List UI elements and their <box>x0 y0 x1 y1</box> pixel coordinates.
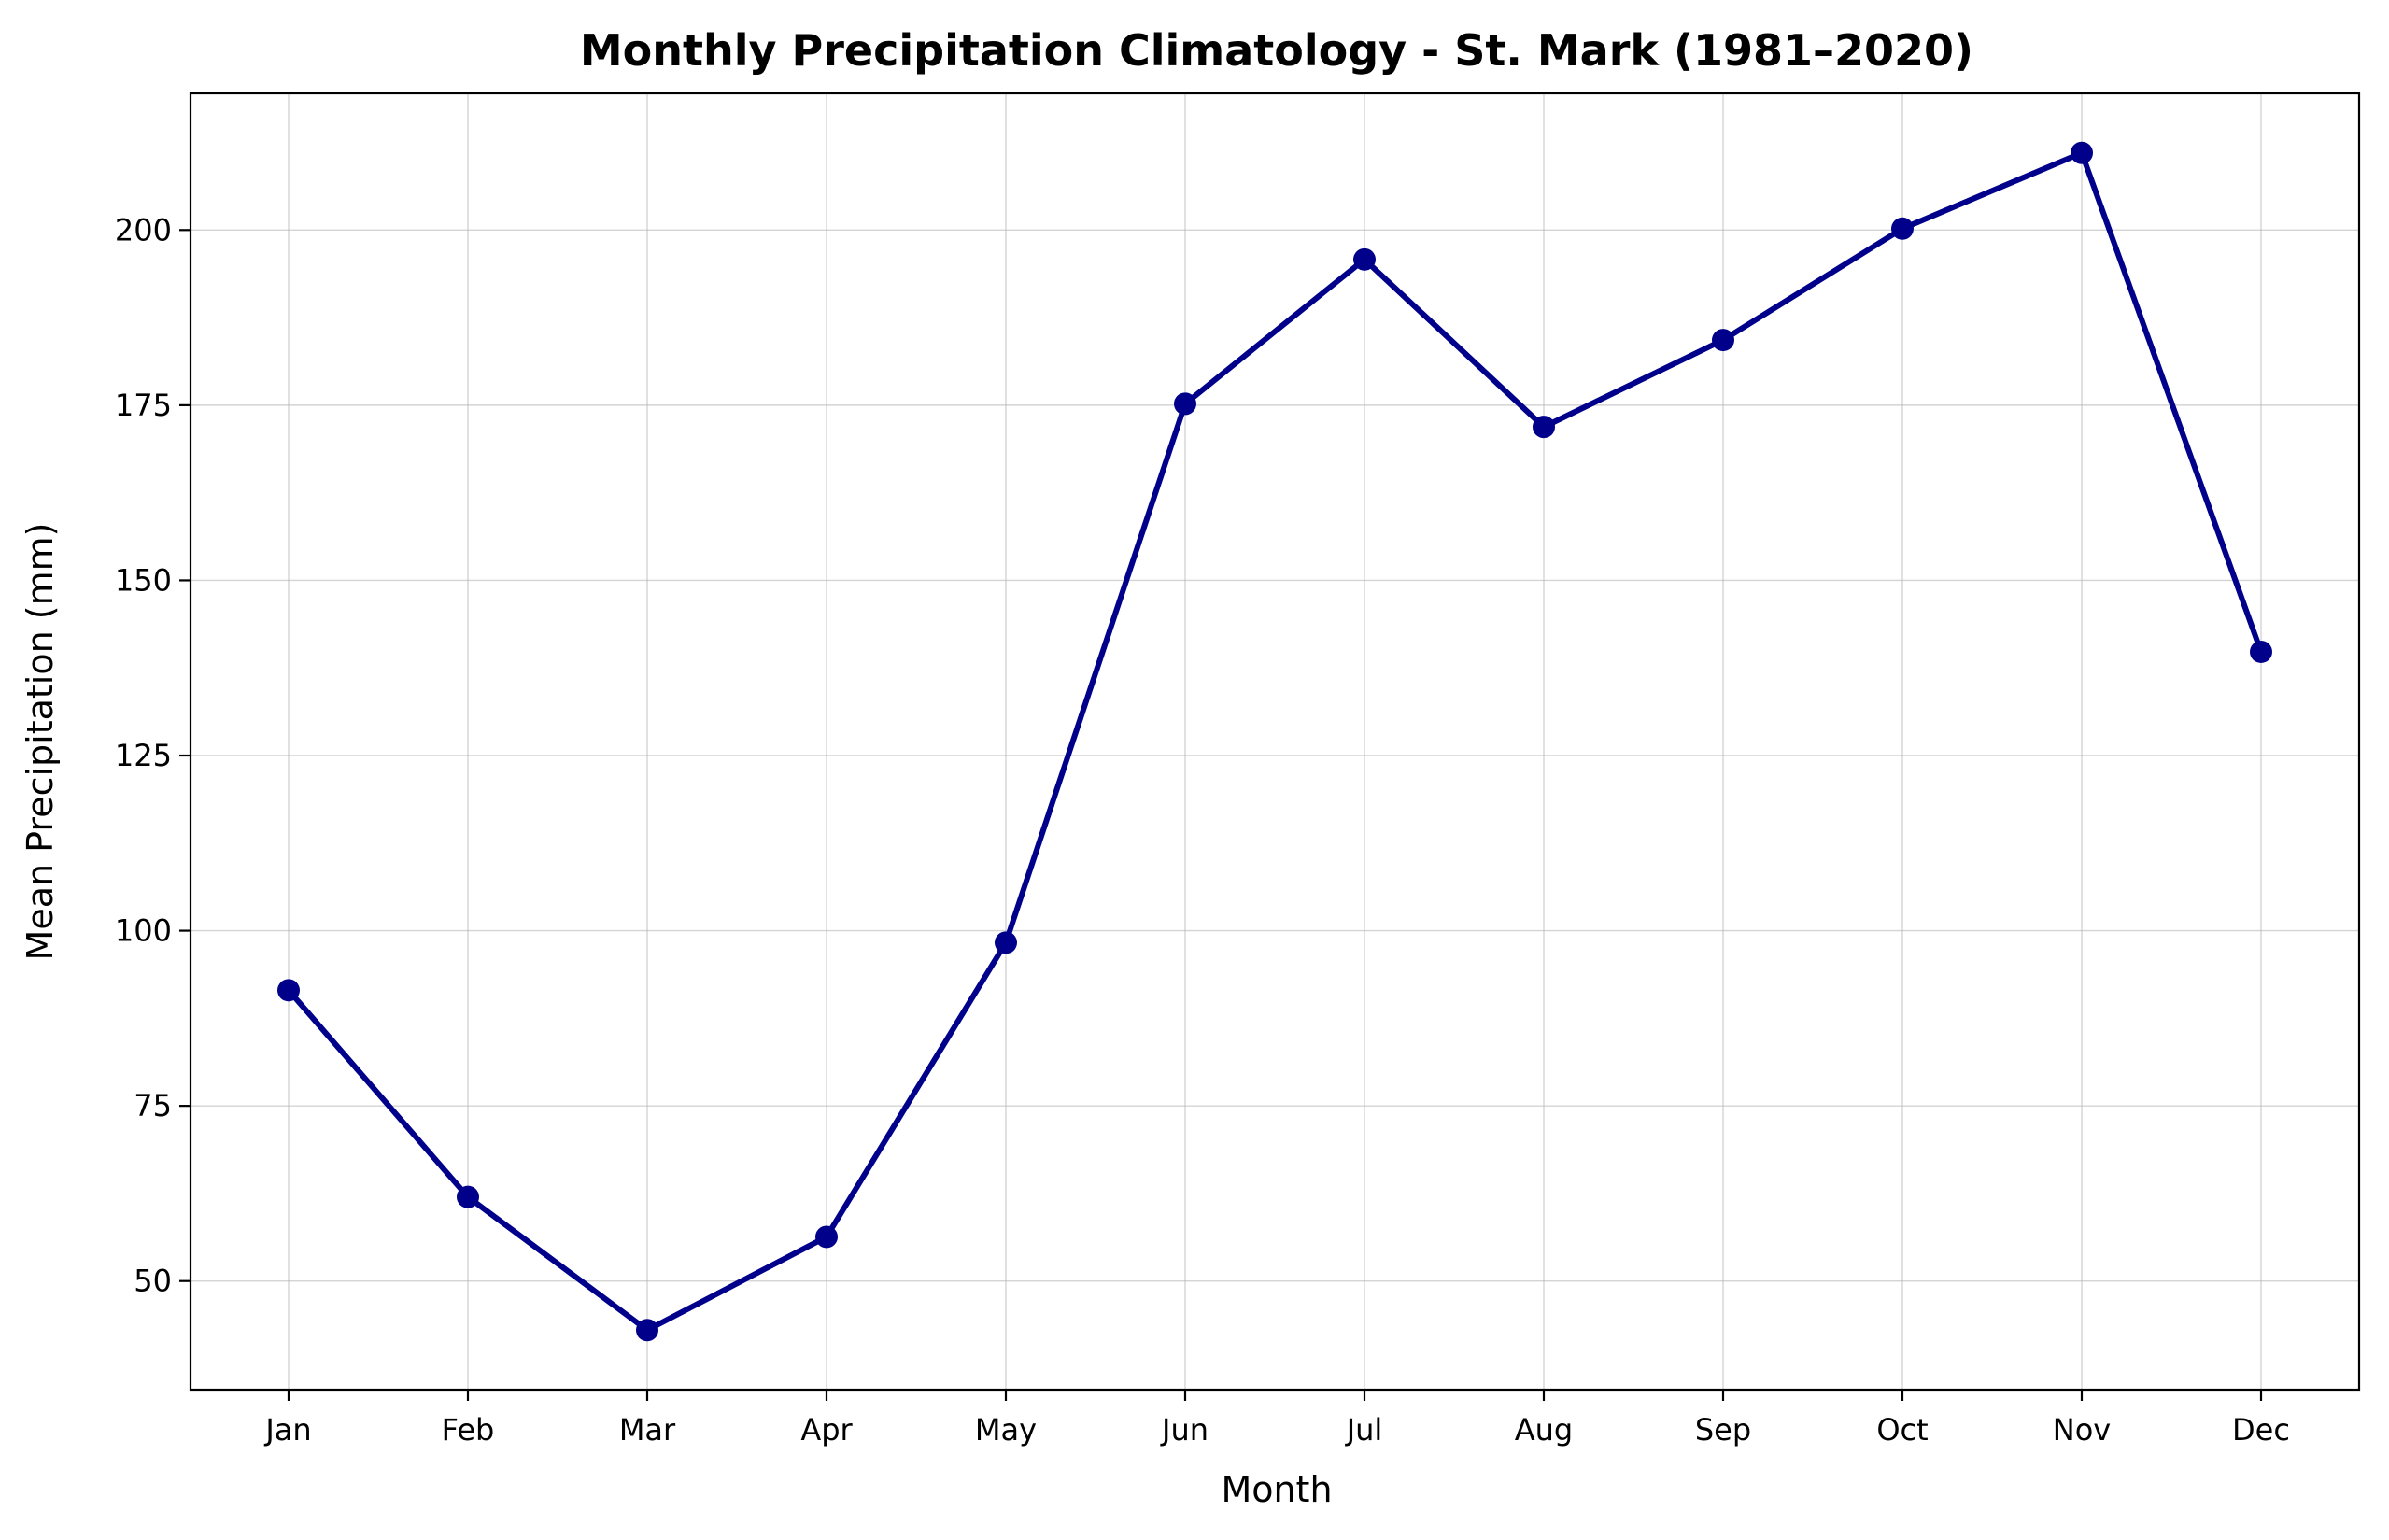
data-point-jan <box>277 979 300 1002</box>
x-tick-label: Dec <box>2232 1412 2290 1448</box>
data-point-nov <box>2071 141 2093 164</box>
x-axis: Jan Feb Mar Apr May Jun Jul Aug Sep Oct Nov Dec <box>263 1390 2290 1448</box>
data-point-apr <box>815 1225 838 1249</box>
data-point-aug <box>1533 416 1555 439</box>
data-point-oct <box>1891 217 1914 240</box>
x-tick-label: Feb <box>442 1412 495 1448</box>
y-tick-label: 125 <box>115 738 172 773</box>
x-tick-label: Jun <box>1160 1412 1209 1448</box>
y-tick-label: 200 <box>115 212 172 247</box>
y-axis-label: Mean Precipitation (mm) <box>20 523 61 961</box>
plot-frame <box>189 92 2361 1392</box>
x-axis-label: Month <box>1221 1469 1332 1510</box>
data-point-feb <box>457 1185 479 1208</box>
grid-lines <box>191 93 2359 1390</box>
data-point-dec <box>2250 640 2272 663</box>
x-tick-label: Aug <box>1515 1412 1573 1448</box>
chart-title: Monthly Precipitation Climatology - St. … <box>580 25 1973 76</box>
series-line <box>286 149 2264 1334</box>
y-tick-label: 75 <box>134 1088 172 1123</box>
x-tick-label: Nov <box>2053 1412 2111 1448</box>
x-tick-label: Jul <box>1345 1412 1383 1448</box>
data-point-mar <box>636 1319 658 1342</box>
x-tick-label: Jan <box>263 1412 311 1448</box>
y-tick-label: 100 <box>115 913 172 949</box>
x-tick-label: Oct <box>1876 1412 1928 1448</box>
x-tick-label: Sep <box>1695 1412 1751 1448</box>
x-tick-label: May <box>975 1412 1037 1448</box>
x-tick-label: Mar <box>619 1412 676 1448</box>
series-layer <box>277 141 2272 1342</box>
data-point-jul <box>1353 247 1376 271</box>
data-point-may <box>995 931 1017 954</box>
data-point-sep <box>1712 329 1734 352</box>
y-tick-label: 150 <box>115 562 172 598</box>
data-point-jun <box>1174 392 1196 416</box>
y-axis: 50 75 100 125 150 175 200 <box>115 212 191 1299</box>
x-tick-label: Apr <box>800 1412 853 1448</box>
y-tick-label: 50 <box>134 1264 172 1299</box>
y-tick-label: 175 <box>115 388 172 423</box>
